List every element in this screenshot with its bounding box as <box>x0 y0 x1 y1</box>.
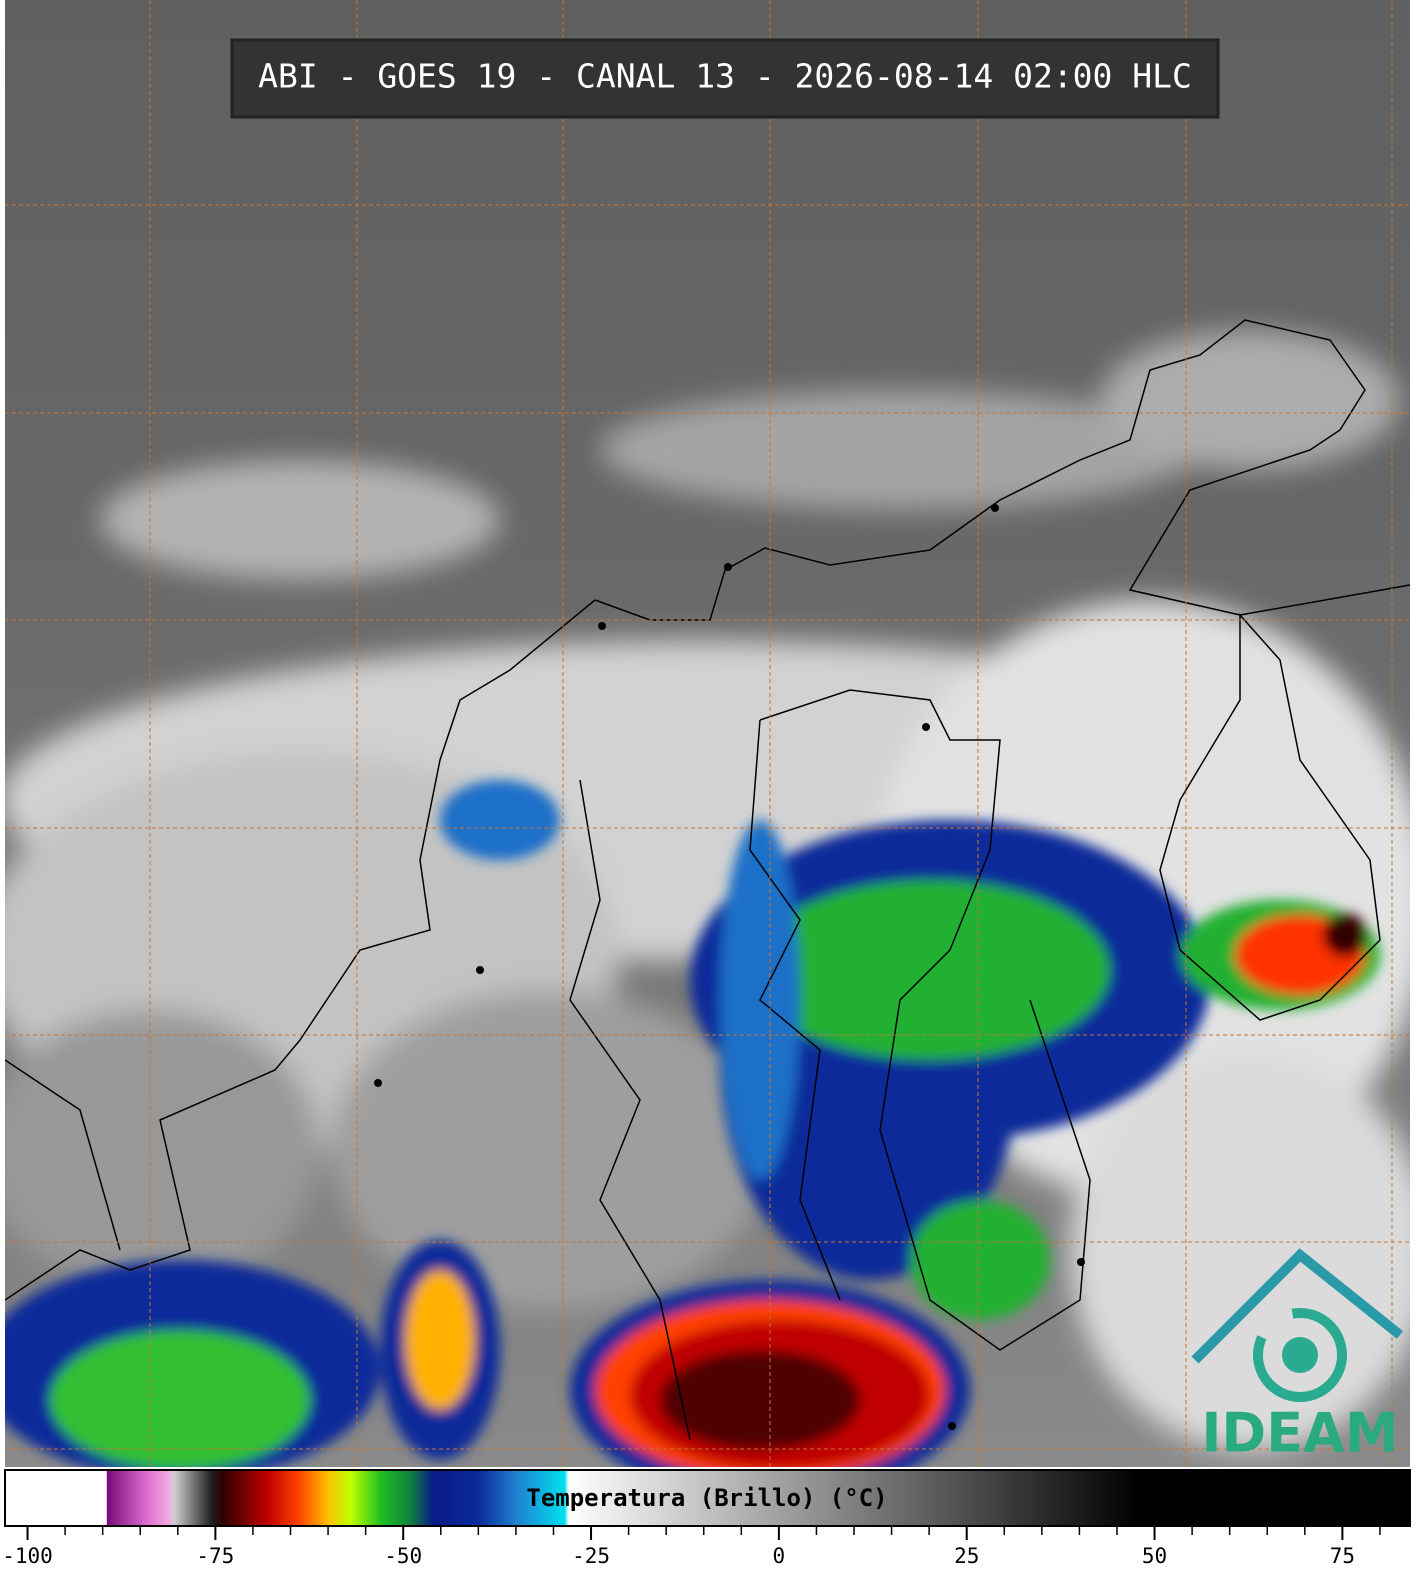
graticule <box>5 0 1410 1467</box>
colorbar: Temperatura (Brillo) (°C) -100 -75 -50 -25 0… <box>2 1469 1411 1568</box>
tick-label: 25 <box>954 1544 979 1568</box>
tick-label: 50 <box>1142 1544 1167 1568</box>
tick-label: 0 <box>773 1544 786 1568</box>
tick-label: -25 <box>572 1544 610 1568</box>
tick-label: -50 <box>384 1544 422 1568</box>
tick-label: -75 <box>196 1544 234 1568</box>
title: ABI - GOES 19 - CANAL 13 - 2026-08-14 02… <box>258 57 1192 96</box>
colorbar-label: Temperatura (Brillo) (°C) <box>526 1484 887 1512</box>
logo: IDEAM <box>1191 1248 1404 1465</box>
title-box <box>230 38 1220 119</box>
tick-label: -100 <box>2 1544 53 1568</box>
logo-text: IDEAM <box>1201 1402 1398 1465</box>
tick-label: 75 <box>1330 1544 1355 1568</box>
imagery <box>5 0 1410 1467</box>
colorbar-ramp <box>4 1469 1411 1527</box>
